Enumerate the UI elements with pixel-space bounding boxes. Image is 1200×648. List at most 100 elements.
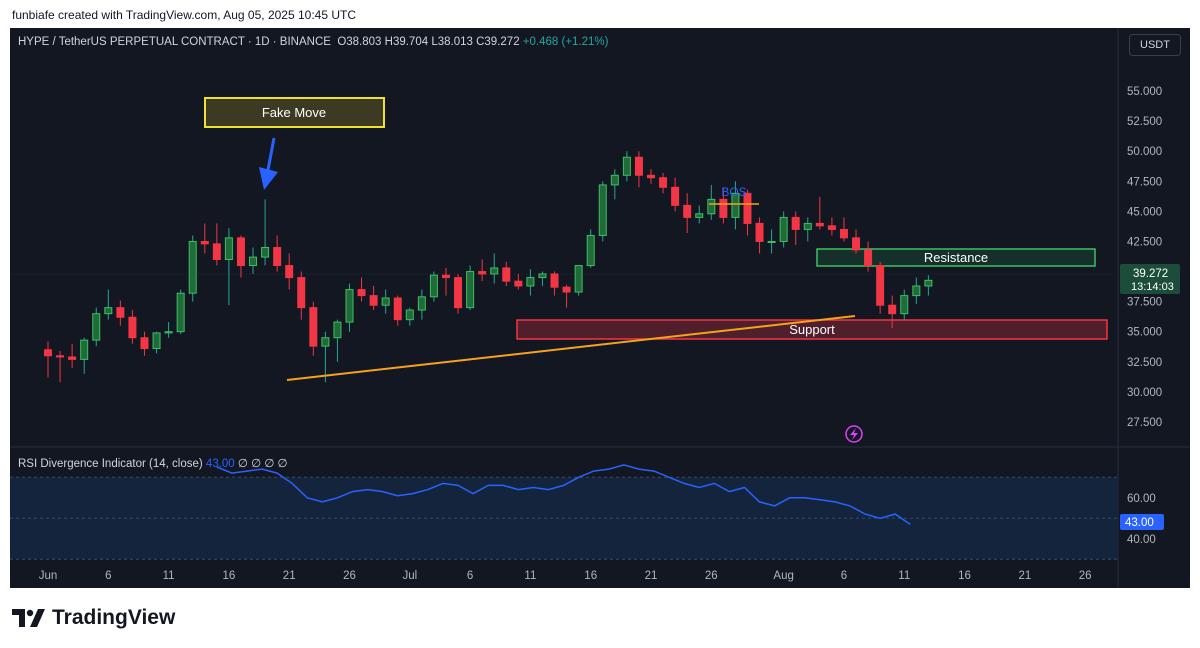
time-axis-label: 26	[343, 570, 356, 582]
candle-body	[297, 277, 306, 309]
rsi-badge-value: 43.00	[1125, 517, 1154, 529]
candle-body	[466, 271, 475, 309]
price-badge-countdown: 13:14:03	[1131, 281, 1174, 293]
price-chart[interactable]: Resistance Support BOS Fake Move 55.000 52.…	[10, 28, 1190, 588]
change-value: +0.468 (+1.21%)	[522, 36, 609, 48]
candle-body	[116, 307, 125, 318]
tradingview-logo[interactable]: TradingView	[12, 606, 175, 630]
candle-body	[104, 307, 113, 315]
symbol-legend: HYPE / TetherUS PERPETUAL CONTRACT · 1D …	[18, 36, 608, 48]
candle-body	[212, 243, 221, 261]
time-axis-label: 6	[467, 570, 473, 582]
rsi-axis-label: 60.00	[1127, 493, 1156, 505]
candle-body	[188, 240, 197, 294]
candle-body	[719, 198, 728, 218]
open-value: O38.803	[337, 36, 382, 48]
candle-body	[261, 246, 270, 258]
time-axis-label: 16	[584, 570, 597, 582]
bos-label: BOS	[721, 185, 746, 199]
candle-body	[200, 240, 209, 245]
candle-body	[731, 192, 740, 218]
candle-body	[441, 274, 450, 279]
price-axis-label: 30.000	[1127, 387, 1162, 399]
time-axis-label: 11	[898, 570, 910, 582]
price-badge	[1120, 264, 1180, 294]
candle-body	[249, 256, 258, 267]
tradingview-brand: TradingView	[52, 606, 176, 629]
candle-body	[900, 295, 909, 315]
rsi-current-value: 43.00	[205, 458, 235, 470]
candle-body	[369, 295, 378, 306]
candle-body	[502, 267, 511, 282]
rsi-axis-label: 40.00	[1127, 534, 1156, 546]
candle-body	[393, 297, 402, 321]
candle-body	[803, 222, 812, 230]
candle-body	[839, 228, 848, 239]
lightning-icon[interactable]	[845, 425, 863, 443]
rsi-title[interactable]: RSI Divergence Indicator (14, close)	[18, 458, 203, 470]
time-axis-label: 6	[105, 570, 111, 582]
credit-text: funbiafe created with TradingView.com, A…	[12, 8, 356, 22]
candle-body	[791, 216, 800, 230]
candle-body	[285, 265, 294, 279]
close-value: C39.272	[476, 36, 520, 48]
price-axis-label: 42.500	[1127, 236, 1162, 248]
candle-body	[827, 225, 836, 230]
price-badge-value: 39.272	[1133, 268, 1168, 280]
time-axis-label: Jun	[39, 570, 58, 582]
candle-body	[767, 240, 776, 243]
price-axis-label: 50.000	[1127, 146, 1162, 158]
price-axis-label: 52.500	[1127, 116, 1162, 128]
candle-body	[44, 349, 52, 357]
candle-body	[345, 289, 354, 323]
candle-body	[815, 222, 824, 227]
candle-body	[671, 186, 680, 206]
candle-body	[68, 356, 77, 360]
axes-layer: 55.000 52.500 50.000 47.500 45.000 42.500 40.0…	[39, 86, 1180, 582]
time-axis-label: 26	[1079, 570, 1092, 582]
currency-button[interactable]: USDT	[1129, 34, 1181, 56]
candle-body	[864, 249, 873, 267]
symbol-name[interactable]: HYPE / TetherUS PERPETUAL CONTRACT · 1D …	[18, 36, 331, 48]
candle-body	[574, 265, 583, 293]
price-axis-label: 37.500	[1127, 297, 1162, 309]
price-axis-label: 27.500	[1127, 417, 1162, 429]
candle-body	[610, 174, 619, 186]
time-axis-label: Jul	[402, 570, 417, 582]
candle-body	[924, 279, 933, 287]
rsi-legend: RSI Divergence Indicator (14, close) 43.…	[18, 456, 288, 470]
candle-body	[164, 331, 173, 334]
fake-move-box	[204, 97, 385, 128]
candle-body	[562, 286, 571, 293]
candle-body	[236, 237, 245, 267]
time-axis-label: 16	[958, 570, 971, 582]
trendline	[286, 315, 856, 381]
arrow-head-icon	[259, 167, 278, 190]
high-value: H39.704	[384, 36, 429, 48]
candle-body	[743, 192, 752, 224]
candle-body	[755, 222, 764, 242]
zones-layer: Resistance Support	[516, 248, 1108, 340]
candle-body	[779, 216, 788, 242]
candle-body	[309, 307, 318, 347]
time-axis-label: 6	[841, 570, 847, 582]
time-axis-label: 21	[283, 570, 296, 582]
price-axis-label: 32.500	[1127, 357, 1162, 369]
candles-layer	[44, 151, 933, 383]
resistance-label: Resistance	[924, 250, 988, 265]
candle-body	[273, 246, 282, 267]
candle-body	[550, 273, 559, 288]
candle-body	[80, 339, 89, 360]
price-axis-label: 55.000	[1127, 86, 1162, 98]
candle-body	[912, 285, 921, 297]
candle-body	[888, 304, 897, 315]
rsi-extra-values: ∅ ∅ ∅ ∅	[237, 458, 288, 470]
candle-body	[514, 280, 523, 287]
candle-body	[490, 267, 499, 275]
chart-frame[interactable]: Resistance Support BOS Fake Move 55.000 52.…	[10, 28, 1190, 588]
candle-body	[707, 198, 716, 215]
rsi-layer	[10, 464, 1118, 560]
candle-body	[526, 277, 535, 287]
time-axis-label: 26	[705, 570, 718, 582]
low-value: L38.013	[431, 36, 473, 48]
